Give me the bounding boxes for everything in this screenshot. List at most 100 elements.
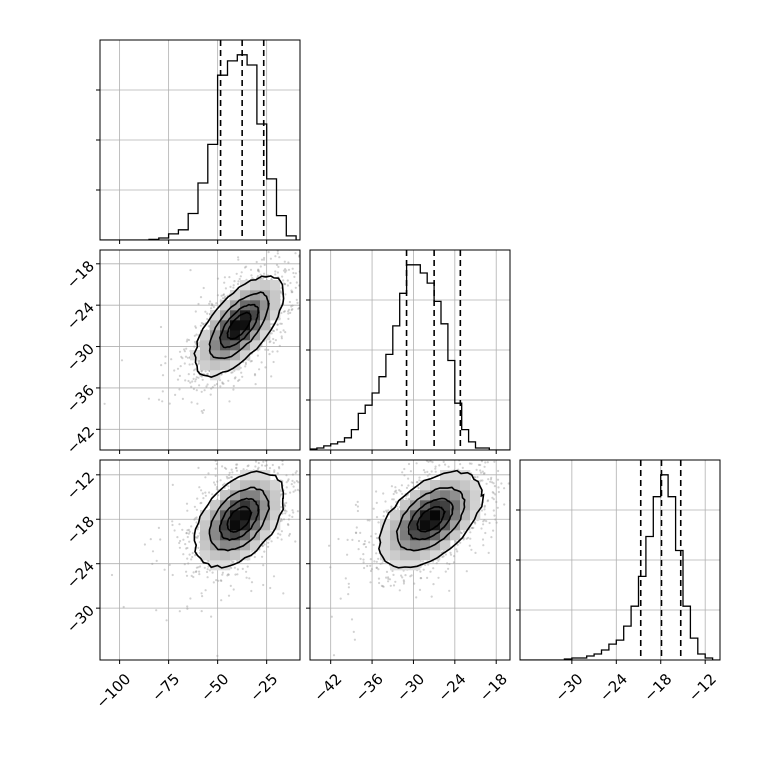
scatter-point (229, 584, 232, 588)
scatter-point (263, 256, 266, 260)
scatter-point (274, 273, 277, 276)
scatter-point (223, 276, 226, 279)
scatter-point (268, 467, 272, 470)
scatter-point (291, 479, 294, 482)
scatter-point (387, 509, 390, 512)
scatter-point (264, 366, 267, 369)
scatter-point (497, 469, 500, 473)
scatter-point (278, 467, 281, 470)
scatter-point (479, 471, 483, 474)
scatter-point (382, 515, 385, 518)
scatter-point (197, 361, 201, 364)
scatter-point (207, 325, 210, 328)
scatter-point (402, 580, 406, 583)
scatter-point (417, 486, 420, 489)
scatter-point (284, 283, 287, 286)
scatter-point (305, 442, 307, 444)
scatter-point (462, 538, 465, 541)
scatter-point (186, 605, 189, 608)
scatter-point (260, 464, 264, 467)
scatter-point (432, 567, 435, 570)
scatter-point (155, 559, 158, 563)
scatter-point (232, 388, 235, 391)
scatter-point (423, 471, 427, 474)
scatter-point (312, 282, 314, 284)
scatter-point (280, 337, 283, 340)
scatter-point (426, 456, 428, 458)
scatter-point (184, 543, 187, 546)
scatter-point (283, 310, 286, 313)
density-cell (380, 550, 391, 561)
density-cell (200, 520, 211, 531)
scatter-point (223, 482, 226, 485)
scatter-point (416, 481, 419, 484)
scatter-point (375, 501, 378, 504)
density-cell (220, 530, 231, 541)
density-cell (220, 360, 231, 371)
scatter-point (456, 543, 459, 546)
scatter-point (200, 501, 203, 504)
scatter-point (492, 529, 495, 532)
scatter-point (200, 321, 203, 325)
scatter-point (289, 441, 291, 443)
scatter-point (246, 565, 249, 568)
scatter-point (259, 265, 262, 268)
scatter-point (497, 490, 500, 494)
x-tick-label-0-3: −25 (246, 670, 281, 705)
scatter-point (191, 380, 194, 383)
scatter-point (470, 462, 473, 465)
scatter-point (381, 585, 384, 588)
density-cell (260, 480, 271, 491)
scatter-point (249, 360, 252, 363)
scatter-point (217, 579, 220, 582)
scatter-point (195, 376, 198, 379)
scatter-point (230, 468, 233, 471)
scatter-point (286, 284, 289, 287)
scatter-point (190, 525, 193, 528)
density-panel-1-2 (306, 449, 569, 664)
x-tick-label-2-3: −12 (685, 670, 720, 705)
scatter-point (272, 329, 276, 333)
density-cell (260, 470, 271, 481)
scatter-point (207, 560, 210, 563)
scatter-point (178, 546, 181, 549)
scatter-point (271, 444, 273, 446)
scatter-point (567, 449, 569, 451)
scatter-point (260, 345, 263, 348)
scatter-point (197, 362, 200, 365)
scatter-point (258, 368, 261, 371)
scatter-point (419, 577, 422, 580)
scatter-point (235, 467, 238, 470)
density-cell (430, 510, 441, 521)
scatter-point (255, 260, 258, 264)
scatter-point (228, 476, 231, 479)
scatter-point (178, 388, 181, 391)
scatter-point (496, 478, 500, 481)
scatter-point (246, 465, 249, 468)
hist-panel-1 (306, 249, 511, 454)
scatter-point (194, 368, 197, 371)
scatter-point (492, 482, 495, 485)
x-tick-label-2-1: −24 (596, 670, 631, 705)
scatter-point (486, 499, 490, 502)
scatter-point (481, 479, 484, 482)
scatter-point (197, 466, 200, 469)
scatter-point (244, 361, 247, 364)
scatter-point (122, 605, 125, 609)
scatter-point (443, 457, 445, 459)
scatter-point (238, 277, 241, 281)
contour-1-1 (208, 486, 271, 552)
scatter-point (282, 310, 285, 313)
scatter-point (363, 566, 366, 570)
scatter-point (276, 423, 278, 425)
scatter-point (434, 470, 437, 473)
scatter-point (196, 497, 199, 500)
scatter-point (186, 546, 189, 550)
scatter-point (291, 473, 294, 476)
scatter-point (236, 282, 240, 286)
scatter-point (369, 569, 373, 573)
scatter-point (451, 454, 453, 456)
scatter-point (502, 456, 504, 458)
scatter-point (240, 371, 243, 374)
scatter-point (234, 376, 237, 379)
